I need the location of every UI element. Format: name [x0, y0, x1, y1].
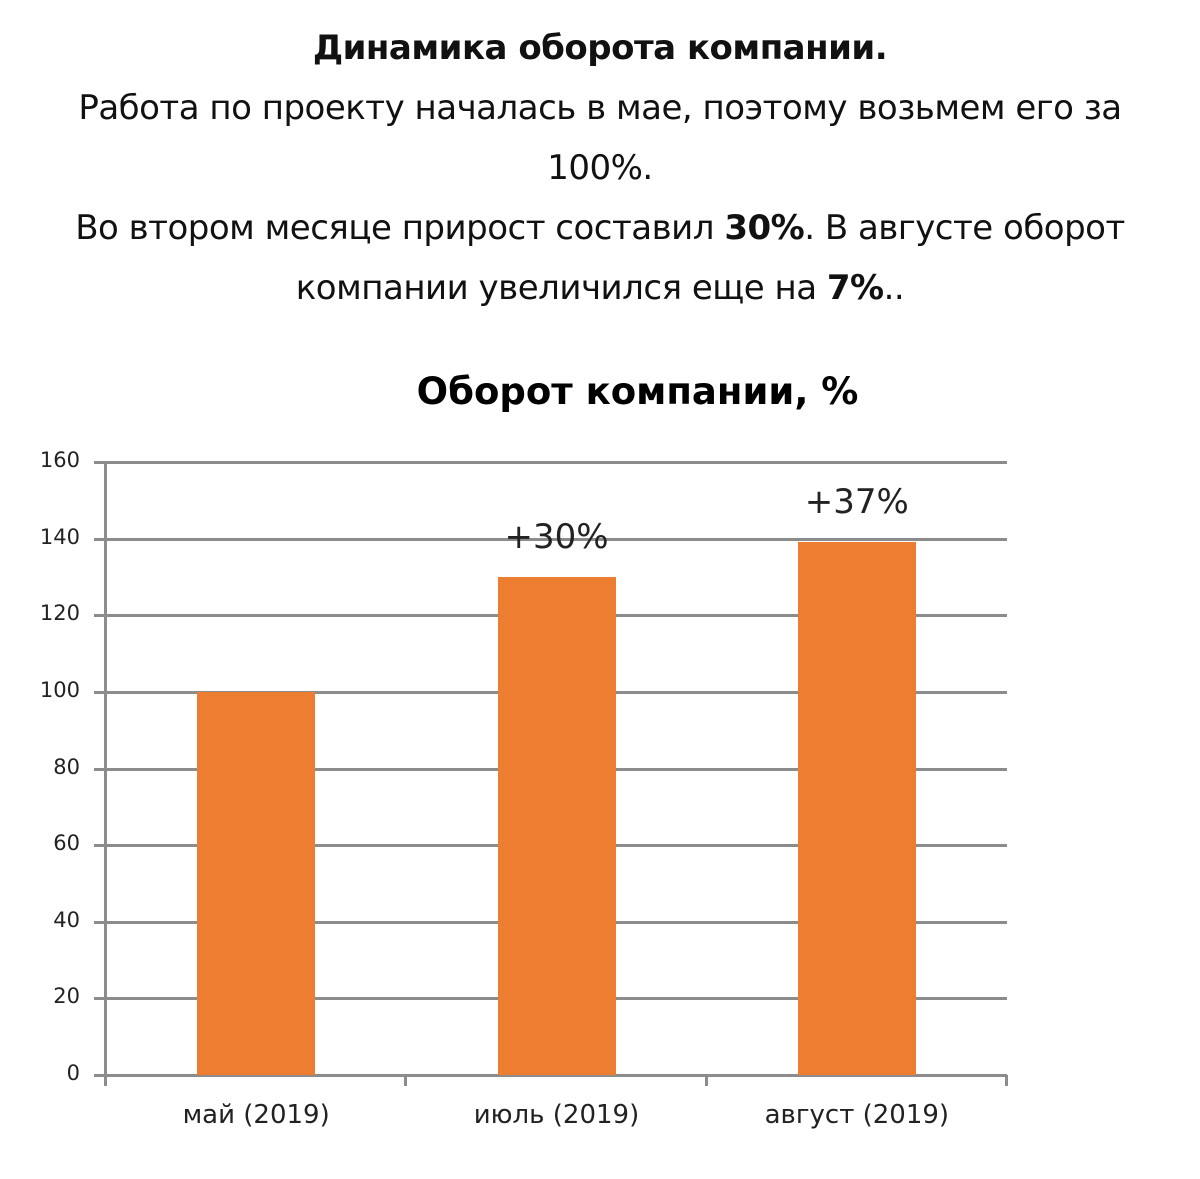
intro-text: Динамика оборота компании. Работа по про…: [0, 18, 1200, 318]
intro-line-1: Работа по проекту началась в мае, поэтом…: [78, 88, 1122, 128]
y-tick-label: 120: [39, 601, 80, 626]
intro-line-3-text: Во втором месяце прирост составил: [75, 208, 725, 248]
x-tick-mark: [704, 1075, 708, 1086]
gridline: [94, 537, 1007, 541]
intro-line-2: 100%.: [547, 148, 653, 188]
x-tick-mark: [104, 1075, 107, 1086]
y-tick-label: 80: [53, 754, 80, 779]
intro-title: Динамика оборота компании.: [312, 28, 888, 68]
data-label: +30%: [504, 516, 609, 557]
x-tick-label: август (2019): [764, 1100, 950, 1130]
y-tick-label: 40: [53, 907, 80, 932]
y-tick-label: 140: [39, 524, 80, 549]
chart-title: Оборот компании, %: [416, 370, 859, 413]
y-tick-label: 20: [53, 984, 80, 1009]
x-tick-mark: [1005, 1075, 1008, 1086]
x-tick-mark: [404, 1075, 408, 1086]
y-tick-label: 0: [66, 1061, 80, 1085]
intro-line-3-bold: 30%: [724, 208, 805, 248]
intro-line-4-bold: 7%: [826, 268, 884, 308]
plot-area: [94, 461, 1008, 1086]
bar: [197, 691, 316, 1075]
intro-line-4-tail: ..: [883, 268, 905, 308]
x-tick-label: июль (2019): [473, 1100, 640, 1130]
intro-line-3: Во втором месяце прирост составил 30%. В…: [0, 198, 1200, 258]
gridline: [94, 1074, 1007, 1077]
y-tick-label: 60: [53, 831, 80, 856]
gridline: [94, 461, 1007, 464]
intro-line-3-tail: . В августе оборот: [804, 208, 1125, 248]
x-tick-label: май (2019): [182, 1100, 330, 1130]
y-tick-label: 160: [39, 448, 80, 472]
intro-line-4-text: компании увеличился еще на: [295, 268, 827, 308]
y-axis-line: [104, 462, 107, 1086]
bar: [497, 576, 616, 1075]
bar: [797, 542, 916, 1075]
data-label: +37%: [804, 482, 909, 523]
y-tick-label: 100: [39, 677, 80, 702]
intro-line-4: компании увеличился еще на 7%..: [0, 258, 1200, 318]
